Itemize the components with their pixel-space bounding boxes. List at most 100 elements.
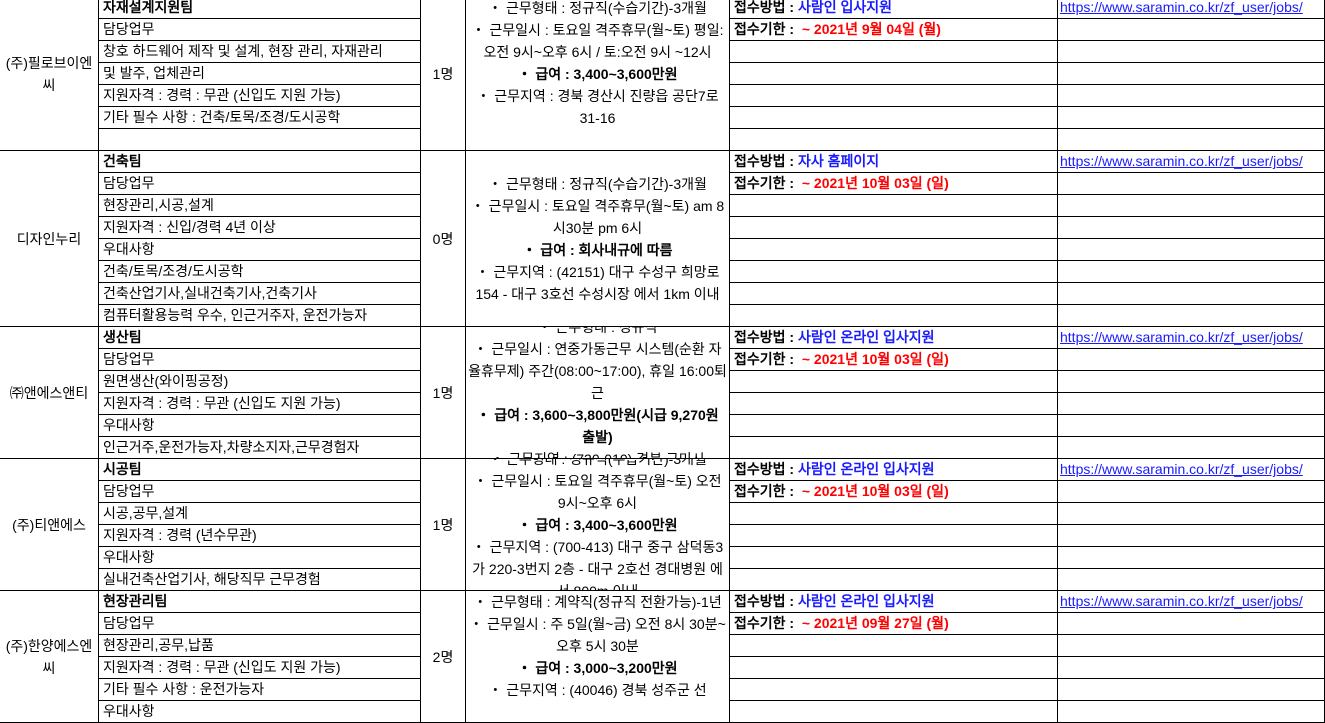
job-link[interactable]: https://www.saramin.co.kr/zf_user/jobs/ bbox=[1060, 593, 1303, 609]
empty-cell bbox=[1058, 19, 1325, 41]
application-info: 접수방법 : 사람인 온라인 입사지원 접수기한 : ~ 2021년 10월 03… bbox=[730, 327, 1058, 459]
company-name: 디자인누리 bbox=[0, 151, 99, 327]
condition-line: ・ 근무지역 : (40046) 경북 성주군 선 bbox=[488, 682, 707, 698]
work-conditions: ・ 근무형태 : 정규직(수습기간)-3개월 ・ 근무일시 : 토요일 격주휴무(… bbox=[466, 459, 730, 591]
apply-method-row: 접수방법 : 사람인 온라인 입사지원 bbox=[730, 459, 1058, 481]
empty-cell bbox=[730, 85, 1058, 107]
condition-line: ・ 급여 : 3,400~3,600만원 bbox=[517, 66, 678, 82]
condition-line: ・ 근무형태 : 정규직(수습기간)-3개월 bbox=[488, 0, 707, 16]
condition-line: ・ 급여 : 3,400~3,600만원 bbox=[517, 516, 678, 533]
link-cell: https://www.saramin.co.kr/zf_user/jobs/ bbox=[1058, 591, 1325, 613]
deadline-row: 접수기한 : ~ 2021년 9월 04일 (월) bbox=[730, 19, 1058, 41]
deadline-label: 접수기한 : bbox=[734, 175, 795, 191]
condition-line: ・ 급여 : 회사내규에 따름 bbox=[522, 241, 673, 258]
deadline-row: 접수기한 : ~ 2021년 10월 03일 (일) bbox=[730, 349, 1058, 371]
link-column: https://www.saramin.co.kr/zf_user/jobs/ bbox=[1058, 591, 1325, 723]
detail-row: 건축산업기사,실내건축기사,건축기사 bbox=[99, 283, 421, 305]
job-details: 시공팀 담당업무 시공,공무,설계 지원자격 : 경력 (년수무관) 우대사항 실내건축산… bbox=[99, 459, 421, 591]
condition-line: ・ 근무일시 : 토요일 격주휴무(월~토) 평일:오전 9시~오후 6시 / … bbox=[471, 22, 724, 60]
link-cell: https://www.saramin.co.kr/zf_user/jobs/ bbox=[1058, 327, 1325, 349]
empty-cell bbox=[730, 129, 1058, 151]
detail-row: 우대사항 bbox=[99, 701, 421, 723]
empty-cell bbox=[730, 415, 1058, 437]
hiring-count: 2명 bbox=[421, 591, 466, 723]
team-name: 자재설계지원팀 bbox=[99, 0, 421, 19]
empty-cell bbox=[1058, 283, 1325, 305]
detail-row bbox=[99, 129, 421, 151]
empty-cell bbox=[730, 261, 1058, 283]
application-info: 접수방법 : 자사 홈페이지 접수기한 : ~ 2021년 10월 03일 (일) bbox=[730, 151, 1058, 327]
detail-row: 현장관리,공무,납품 bbox=[99, 635, 421, 657]
empty-cell bbox=[730, 63, 1058, 85]
detail-row: 원면생산(와이핑공정) bbox=[99, 371, 421, 393]
empty-cell bbox=[1058, 239, 1325, 261]
detail-row: 지원자격 : 신입/경력 4년 이상 bbox=[99, 217, 421, 239]
empty-cell bbox=[1058, 217, 1325, 239]
deadline-value: ~ 2021년 10월 03일 (일) bbox=[801, 483, 949, 499]
deadline-label: 접수기한 : bbox=[734, 351, 795, 367]
hiring-count: 1명 bbox=[421, 459, 466, 591]
empty-cell bbox=[730, 569, 1058, 591]
detail-row: 지원자격 : 경력 : 무관 (신입도 지원 가능) bbox=[99, 657, 421, 679]
apply-method-value: 사람인 온라인 입사지원 bbox=[797, 461, 935, 477]
empty-cell bbox=[1058, 415, 1325, 437]
empty-cell bbox=[730, 305, 1058, 327]
condition-line: ・ 근무형태 : 정규직(수습기간)-3개월 bbox=[466, 459, 729, 470]
condition-line: ・ 근무형태 : 정규직(수습기간)-3개월 bbox=[488, 175, 707, 192]
company-name: ㈜앤에스앤티 bbox=[0, 327, 99, 459]
condition-line: ・ 근무지역 : (700-413) 대구 중구 삼덕동3가 220-3번지 2… bbox=[471, 538, 724, 591]
empty-cell bbox=[730, 635, 1058, 657]
deadline-value: ~ 2021년 09월 27일 (월) bbox=[801, 615, 949, 631]
empty-cell bbox=[730, 525, 1058, 547]
detail-row: 우대사항 bbox=[99, 547, 421, 569]
empty-cell bbox=[730, 195, 1058, 217]
job-details: 생산팀 담당업무 원면생산(와이핑공정) 지원자격 : 경력 : 무관 (신입도 지원… bbox=[99, 327, 421, 459]
empty-cell bbox=[730, 503, 1058, 525]
application-info: 접수방법 : 사람인 온라인 입사지원 접수기한 : ~ 2021년 10월 03… bbox=[730, 459, 1058, 591]
detail-row: 지원자격 : 경력 : 무관 (신입도 지원 가능) bbox=[99, 393, 421, 415]
empty-cell bbox=[1058, 63, 1325, 85]
deadline-label: 접수기한 : bbox=[734, 21, 795, 37]
empty-cell bbox=[1058, 195, 1325, 217]
link-column: https://www.saramin.co.kr/zf_user/jobs/ bbox=[1058, 459, 1325, 591]
hiring-count: 1명 bbox=[421, 327, 466, 459]
link-cell: https://www.saramin.co.kr/zf_user/jobs/ bbox=[1058, 151, 1325, 173]
condition-line: ・ 근무일시 : 주 5일(월~금) 오전 8시 30분~오후 5시 30분 bbox=[469, 616, 726, 654]
link-column: https://www.saramin.co.kr/zf_user/jobs/ bbox=[1058, 327, 1325, 459]
detail-row: 실내건축산업기사, 해당직무 근무경험 bbox=[99, 569, 421, 591]
job-link[interactable]: https://www.saramin.co.kr/zf_user/jobs/ bbox=[1060, 153, 1303, 169]
condition-line: ・ 근무일시 : 토요일 격주휴무(월~토) am 8시30분 pm 6시 bbox=[470, 197, 725, 236]
condition-line: ・ 근무일시 : 토요일 격주휴무(월~토) 오전 9시~오후 6시 bbox=[473, 472, 722, 511]
detail-row: 기타 필수 사항 : 건축/토목/조경/도시공학 bbox=[99, 107, 421, 129]
hiring-count: 0명 bbox=[421, 151, 466, 327]
detail-row: 담당업무 bbox=[99, 613, 421, 635]
job-details: 자재설계지원팀 담당업무 창호 하드웨어 제작 및 설계, 현장 관리, 자재관리 및… bbox=[99, 0, 421, 151]
application-info: 접수방법 : 사람인 온라인 입사지원 접수기한 : ~ 2021년 09월 27… bbox=[730, 591, 1058, 723]
detail-row: 지원자격 : 경력 : 무관 (신입도 지원 가능) bbox=[99, 85, 421, 107]
hiring-count: 1명 bbox=[421, 0, 466, 151]
detail-row: 담당업무 bbox=[99, 349, 421, 371]
empty-cell bbox=[1058, 635, 1325, 657]
job-details: 현장관리팀 담당업무 현장관리,공무,납품 지원자격 : 경력 : 무관 (신입도 지… bbox=[99, 591, 421, 723]
team-name: 시공팀 bbox=[99, 459, 421, 481]
link-cell: https://www.saramin.co.kr/zf_user/jobs/ bbox=[1058, 0, 1325, 19]
company-block: 디자인누리 건축팀 담당업무 현장관리,시공,설계 지원자격 : 신입/경력 4년 이상… bbox=[0, 151, 1325, 327]
detail-row: 컴퓨터활용능력 우수, 인근거주자, 운전가능자 bbox=[99, 305, 421, 327]
detail-row: 우대사항 bbox=[99, 239, 421, 261]
company-block: (주)한양에스엔씨 현장관리팀 담당업무 현장관리,공무,납품 지원자격 : 경력 : … bbox=[0, 591, 1325, 723]
deadline-row: 접수기한 : ~ 2021년 09월 27일 (월) bbox=[730, 613, 1058, 635]
apply-method-value: 사람인 온라인 입사지원 bbox=[797, 593, 935, 609]
deadline-value: ~ 2021년 10월 03일 (일) bbox=[801, 175, 949, 191]
deadline-label: 접수기한 : bbox=[734, 483, 795, 499]
empty-cell bbox=[730, 679, 1058, 701]
condition-line: ・ 급여 : 3,600~3,800만원(시급 9,270원 출발) bbox=[476, 406, 719, 445]
job-link[interactable]: https://www.saramin.co.kr/zf_user/jobs/ bbox=[1060, 461, 1303, 477]
job-link[interactable]: https://www.saramin.co.kr/zf_user/jobs/ bbox=[1060, 0, 1303, 15]
deadline-value: ~ 2021년 9월 04일 (월) bbox=[801, 21, 941, 37]
empty-cell bbox=[1058, 503, 1325, 525]
job-link[interactable]: https://www.saramin.co.kr/zf_user/jobs/ bbox=[1060, 329, 1303, 345]
empty-cell bbox=[730, 283, 1058, 305]
team-name: 건축팀 bbox=[99, 151, 421, 173]
detail-row: 시공,공무,설계 bbox=[99, 503, 421, 525]
apply-method-label: 접수방법 : bbox=[734, 461, 795, 477]
